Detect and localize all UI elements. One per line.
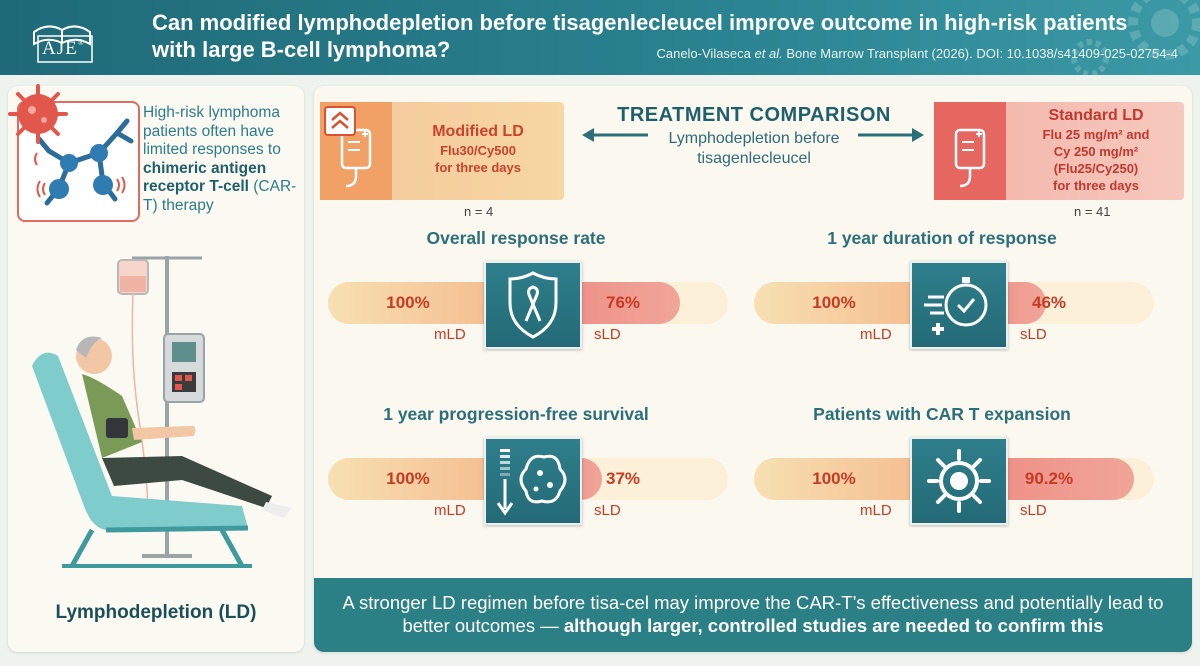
- metric-title: Overall response rate: [426, 228, 606, 248]
- sld-value: 46%: [1031, 293, 1067, 312]
- page-title: Can modified lymphodepletion before tisa…: [152, 10, 1128, 62]
- mld-label: mLD: [434, 326, 466, 343]
- virus-icon: [8, 84, 68, 144]
- logo-text: AJE®: [42, 38, 85, 59]
- right-panel: Modified LD Flu30/Cy500 for three days n…: [314, 86, 1192, 652]
- modified-ld-text: Modified LD Flu30/Cy500 for three days: [432, 123, 524, 175]
- metric-overall-response: Overall response rate 100% 76% mLD sLD: [314, 228, 728, 378]
- sld-value: 76%: [605, 293, 641, 312]
- treatment-comparison-subheading: Lymphodepletion before tisagenlecleucel: [668, 130, 840, 167]
- chair-icon: [32, 352, 252, 568]
- mld-value: 100%: [386, 469, 430, 488]
- mld-label: mLD: [860, 326, 892, 343]
- patient-icon: [76, 336, 292, 518]
- mld-value: 100%: [386, 293, 430, 312]
- ribbon-shield-icon: [484, 261, 582, 349]
- metric-car-t-expansion: Patients with CAR T expansion 100% 90.2%…: [740, 404, 1154, 554]
- conclusion-banner: A stronger LD regimen before tisa-cel ma…: [314, 578, 1192, 652]
- tumor-decline-icon: [484, 437, 582, 525]
- arrow-left-icon: [582, 128, 648, 142]
- stopwatch-icon: [910, 261, 1008, 349]
- mld-value: 100%: [812, 469, 856, 488]
- sld-value: 90.2%: [1024, 469, 1074, 488]
- modified-ld-card: Modified LD Flu30/Cy500 for three days: [320, 102, 564, 200]
- arrow-right-icon: [858, 128, 924, 142]
- conclusion-text: A stronger LD regimen before tisa-cel ma…: [342, 592, 1164, 636]
- treatment-comparison-heading: TREATMENT COMPARISON: [617, 104, 891, 126]
- metric-duration-of-response: 1 year duration of response 100% 46% mLD…: [740, 228, 1154, 378]
- metric-progression-free-survival: 1 year progression-free survival 100% 37…: [314, 404, 728, 554]
- standard-ld-icon-box: [934, 102, 1006, 200]
- car-t-cell-illustration: [17, 101, 140, 222]
- ld-caption: Lymphodepletion (LD): [55, 602, 257, 623]
- patient-infusion-illustration: [32, 256, 292, 568]
- citation[interactable]: Canelo-Vilaseca et al. Bone Marrow Trans…: [656, 46, 1178, 61]
- metric-title: 1 year duration of response: [827, 228, 1057, 248]
- standard-ld-text: Standard LD Flu 25 mg/m² and Cy 250 mg/m…: [1042, 107, 1150, 193]
- car-t-cells-icon: [34, 118, 134, 206]
- modified-n: n = 4: [464, 204, 494, 219]
- left-panel: High-risk lymphoma patients often have l…: [8, 84, 304, 652]
- t-cell-expansion-icon: [910, 437, 1008, 525]
- mld-value: 100%: [812, 293, 856, 312]
- mld-label: mLD: [860, 502, 892, 519]
- chevron-up-icon: [324, 106, 356, 136]
- sld-value: 37%: [605, 469, 641, 488]
- metric-title: 1 year progression-free survival: [383, 404, 649, 424]
- book-logo-icon: [33, 25, 93, 63]
- intro-text: High-risk lymphoma patients often have l…: [143, 104, 297, 214]
- sld-label: sLD: [594, 326, 621, 343]
- iv-bag-icon: [340, 128, 372, 188]
- gear-decoration-icon: [1071, 0, 1200, 75]
- iv-bag-icon: [954, 128, 986, 188]
- sld-label: sLD: [1020, 502, 1047, 519]
- header-banner: AJE® Can modified lymphodepletion before…: [0, 0, 1200, 75]
- sld-label: sLD: [594, 502, 621, 519]
- standard-n: n = 41: [1074, 204, 1111, 219]
- mld-label: mLD: [434, 502, 466, 519]
- standard-ld-card: Standard LD Flu 25 mg/m² and Cy 250 mg/m…: [934, 102, 1184, 200]
- sld-label: sLD: [1020, 326, 1047, 343]
- metric-title: Patients with CAR T expansion: [813, 404, 1071, 424]
